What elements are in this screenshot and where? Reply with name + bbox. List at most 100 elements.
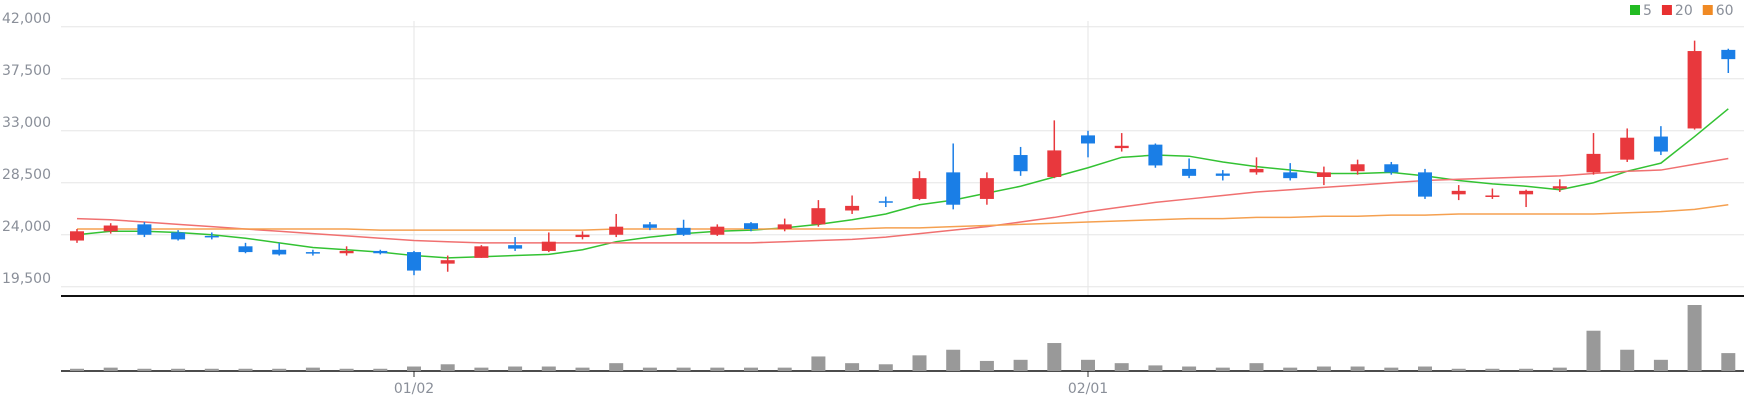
candle-body: [541, 241, 556, 251]
candle-body: [305, 252, 320, 254]
candle-body: [339, 250, 354, 254]
candle-body: [508, 245, 523, 249]
candle-body: [1013, 155, 1028, 172]
candle-body: [1620, 137, 1635, 160]
candle-body: [1653, 136, 1668, 152]
volume-bar: [440, 364, 455, 371]
candle-body: [1182, 168, 1197, 176]
ma-line: [76, 157, 1729, 244]
candle-body: [171, 232, 186, 240]
x-tick-label: 02/01: [1068, 381, 1108, 397]
volume-bar: [474, 367, 489, 371]
volume-bar: [1653, 359, 1668, 371]
legend-label: 60: [1716, 3, 1734, 19]
legend-swatch: [1702, 5, 1713, 15]
candle-body: [407, 252, 421, 271]
legend-swatch: [1630, 5, 1640, 15]
volume-bar: [1721, 353, 1736, 371]
candle-body: [1047, 150, 1062, 177]
candle-body: [811, 208, 826, 225]
candle-body: [1384, 164, 1399, 173]
volume-bar: [541, 366, 556, 371]
y-tick-label: 42,000: [2, 11, 51, 27]
candle-body: [979, 178, 994, 199]
candle-body: [1721, 49, 1736, 60]
candle-body: [440, 260, 455, 264]
volume-bar: [1148, 365, 1163, 371]
volume-bar: [508, 366, 523, 371]
volume-bar: [70, 368, 84, 371]
volume-bar: [1215, 367, 1230, 371]
y-tick-label: 19,500: [2, 271, 51, 287]
candle-body: [474, 246, 489, 258]
volume-bar: [103, 367, 118, 371]
candle-body: [1485, 195, 1500, 197]
candle-body: [70, 231, 84, 241]
candle-body: [1350, 164, 1365, 172]
candle-body: [642, 224, 657, 228]
volume-bar: [1249, 363, 1264, 371]
volume-bar: [339, 368, 354, 371]
volume-bar: [1013, 359, 1028, 371]
candle-body: [137, 224, 152, 235]
volume-bar: [407, 366, 421, 371]
y-tick-label: 37,500: [2, 63, 51, 79]
volume-bar: [1687, 305, 1702, 371]
volume-bar: [1283, 367, 1298, 371]
candle-body: [1316, 172, 1331, 177]
volume-bar: [575, 367, 590, 371]
volume-bar: [1047, 343, 1062, 371]
volume-bar: [1182, 366, 1197, 371]
candle-body: [373, 250, 388, 254]
legend-swatch: [1661, 5, 1672, 15]
candle-body: [1148, 144, 1163, 166]
volume-bar: [845, 363, 860, 371]
volume-bar: [1350, 366, 1365, 371]
candle-body: [272, 249, 287, 255]
volume-bar: [946, 349, 961, 371]
volume-bar: [912, 355, 927, 371]
candle-body: [1687, 51, 1702, 129]
candle-body: [1215, 173, 1230, 176]
volume-bar: [710, 367, 725, 371]
candle-body: [1418, 172, 1432, 197]
volume-bar: [878, 364, 893, 371]
candle-body: [103, 225, 118, 232]
ma-line: [77, 203, 1729, 231]
candle-body: [238, 246, 253, 253]
volume-bar: [744, 367, 758, 371]
candle-body: [777, 224, 792, 229]
volume-bar: [171, 368, 186, 371]
legend-label: 5: [1643, 3, 1652, 19]
candle-body: [1451, 190, 1466, 195]
y-tick-label: 24,000: [2, 219, 51, 235]
candle-body: [744, 223, 758, 229]
volume-bar: [1451, 368, 1466, 371]
volume-bar: [1485, 368, 1500, 371]
volume-bar: [305, 367, 320, 371]
candle-body: [676, 227, 691, 235]
y-tick-label: 33,000: [2, 115, 51, 131]
volume-bar: [204, 368, 219, 371]
candle-body: [1586, 153, 1601, 173]
candle-body: [878, 201, 893, 203]
volume-bar: [1418, 366, 1432, 371]
candle-body: [1081, 135, 1095, 144]
candle-body: [1552, 186, 1567, 189]
volume-bar: [1114, 363, 1129, 371]
volume-bar: [1586, 330, 1601, 371]
candle-body: [946, 172, 961, 205]
volume-bar: [1384, 367, 1399, 371]
volume-bar: [777, 367, 792, 371]
volume-bar: [1620, 349, 1635, 371]
volume-bar: [676, 367, 691, 371]
volume-bar: [811, 356, 826, 371]
x-tick-label: 01/02: [394, 381, 434, 397]
volume-bar: [1316, 366, 1331, 371]
volume-bar: [373, 368, 388, 371]
volume-bar: [609, 363, 624, 371]
candle-body: [1283, 172, 1298, 179]
candle-body: [1249, 168, 1264, 173]
candle-body: [575, 234, 590, 238]
